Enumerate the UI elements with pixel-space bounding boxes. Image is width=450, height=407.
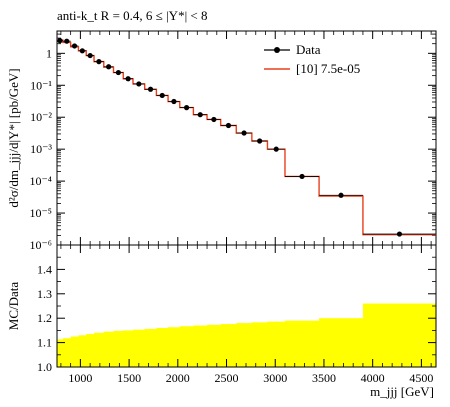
main-y-tick-label: 10⁻⁶ — [29, 238, 52, 252]
data-point — [106, 64, 112, 70]
data-point — [115, 69, 121, 76]
data-point — [136, 81, 142, 87]
ratio-band-bin — [62, 338, 71, 367]
legend-data-marker — [274, 47, 280, 53]
data-point — [211, 116, 217, 123]
data-point — [79, 48, 85, 54]
main-y-tick-label: 10⁻¹ — [30, 78, 52, 92]
ratio-band-bin — [179, 326, 194, 367]
ratio-y-axis-title: MC/Data — [6, 282, 21, 331]
ratio-y-tick-label: 1.4 — [37, 262, 52, 276]
ratio-y-tick-label: 1.2 — [37, 311, 52, 325]
ratio-y-axis: 1.0 1.1 1.2 1.3 1.4 — [37, 244, 436, 374]
ratio-band-bin — [94, 332, 105, 367]
main-y-tick-label: 1 — [46, 46, 52, 60]
data-point — [159, 92, 165, 99]
data-point — [299, 173, 305, 180]
mc-histogram — [57, 39, 436, 236]
data-point — [125, 76, 131, 82]
ratio-band — [57, 303, 437, 367]
main-y-axis-title: d²σ/dm_jjj/d|Y*| [pb/GeV] — [6, 68, 21, 207]
ratio-band-bin — [284, 320, 320, 367]
data-point — [257, 138, 263, 144]
ratio-band-bin — [123, 330, 134, 367]
main-y-tick-label: 10⁻³ — [30, 142, 52, 156]
ratio-band-bin — [207, 324, 221, 367]
data-point — [171, 98, 177, 105]
ratio-x-tick-label: 2000 — [166, 371, 190, 385]
ratio-band-bin — [156, 327, 169, 367]
ratio-x-tick-label: 3000 — [263, 371, 287, 385]
data-point — [71, 43, 78, 49]
ratio-band-bin — [144, 328, 157, 367]
legend-mc-label: [10] 7.5e-05 — [296, 61, 360, 76]
ratio-x-axis: 1000 1500 2000 2500 3000 3500 4000 4500 — [60, 245, 433, 385]
ratio-band-bin — [132, 329, 145, 367]
main-y-tick-label: 10⁻⁴ — [29, 174, 52, 188]
ratio-band-bin — [78, 335, 87, 367]
ratio-band-bin — [168, 327, 181, 367]
data-points — [57, 38, 436, 237]
ratio-x-tick-label: 3500 — [312, 371, 336, 385]
data-point — [241, 130, 247, 136]
ratio-y-tick-label: 1.1 — [37, 336, 52, 350]
main-y-axis: 1 10⁻¹ 10⁻² 10⁻³ 10⁻⁴ 10⁻⁵ 10⁻⁶ — [29, 30, 436, 252]
legend: Data [10] 7.5e-05 — [264, 42, 360, 76]
data-point — [273, 146, 279, 152]
ratio-panel: 1.0 1.1 1.2 1.3 1.4 1000 1500 2000 2500 3000 3500… — [6, 244, 437, 399]
legend-data-label: Data — [296, 42, 321, 57]
data-point — [225, 122, 232, 129]
ratio-band-bin — [251, 322, 268, 367]
ratio-y-tick-label: 1.3 — [37, 287, 52, 301]
ratio-x-tick-label: 4500 — [409, 371, 433, 385]
main-plot-frame — [56, 30, 437, 246]
ratio-band-bin — [103, 331, 114, 367]
mc-histogram-line — [57, 39, 436, 236]
ratio-x-tick-label: 2500 — [215, 371, 239, 385]
data-point — [64, 38, 70, 44]
data-point — [57, 38, 63, 44]
data-point — [197, 112, 203, 118]
ratio-band-bin — [236, 323, 253, 367]
ratio-x-tick-label: 1500 — [117, 371, 141, 385]
data-point — [396, 231, 403, 237]
ratio-y-tick-label: 1.0 — [37, 360, 52, 374]
main-y-tick-label: 10⁻⁵ — [29, 206, 52, 220]
ratio-band-bin — [193, 325, 208, 367]
main-panel: 1 10⁻¹ 10⁻² 10⁻³ 10⁻⁴ 10⁻⁵ 10⁻⁶ Data [10] 7.5e… — [6, 30, 437, 252]
main-y-tick-label: 10⁻² — [30, 110, 52, 124]
main-x-ticks — [60, 31, 432, 245]
plot-title: anti-k_t R = 0.4, 6 ≤ |Y*| < 8 — [57, 8, 208, 23]
ratio-band-bin — [70, 336, 79, 367]
x-axis-title: m_jjj [GeV] — [370, 384, 434, 399]
ratio-band-bin — [86, 334, 95, 367]
data-point — [338, 192, 344, 198]
ratio-x-tick-label: 4000 — [361, 371, 385, 385]
ratio-band-bin — [319, 318, 364, 367]
data-point — [96, 59, 102, 65]
ratio-band-bin — [57, 339, 64, 367]
data-point — [183, 105, 190, 111]
ratio-band-bin — [113, 330, 124, 367]
ratio-band-bin — [362, 303, 437, 367]
data-point — [147, 86, 154, 92]
ratio-x-tick-label: 1000 — [68, 371, 92, 385]
ratio-band-bin — [220, 324, 237, 367]
data-point — [87, 52, 93, 59]
ratio-band-bin — [267, 321, 286, 367]
